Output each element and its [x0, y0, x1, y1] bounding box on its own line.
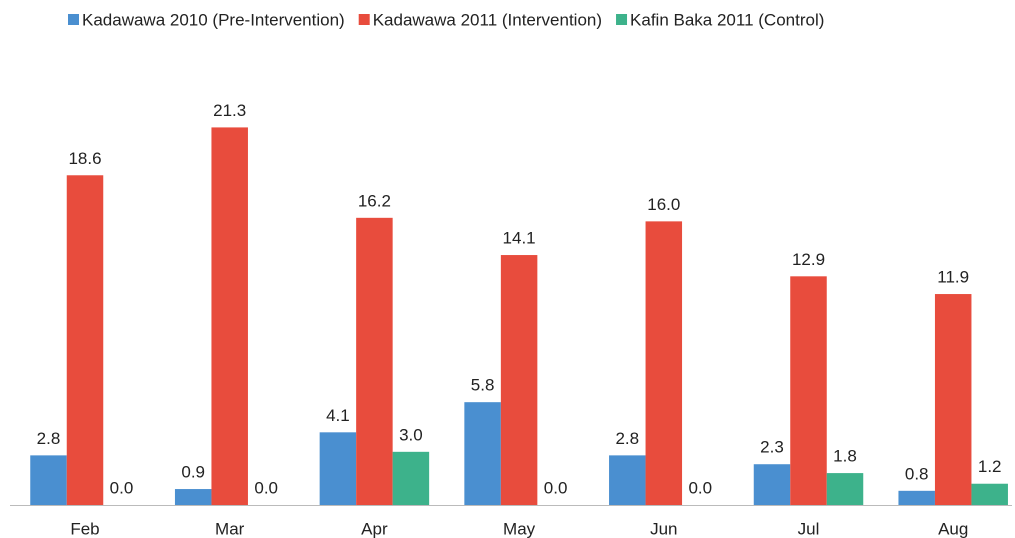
- x-tick-label: Mar: [215, 519, 245, 538]
- legend-swatch: [358, 14, 370, 25]
- bar: [356, 217, 393, 505]
- legend-label: Kadawawa 2011 (Intervention): [373, 10, 602, 29]
- bar: [464, 402, 501, 505]
- value-label: 0.8: [905, 464, 929, 483]
- value-label: 16.2: [358, 191, 391, 210]
- bar: [66, 175, 104, 506]
- legend-label: Kafin Baka 2011 (Control): [630, 10, 824, 29]
- legend-swatch: [68, 14, 79, 25]
- bar: [790, 276, 827, 505]
- x-tick-label: Jul: [798, 519, 820, 538]
- value-label: 0.0: [544, 478, 568, 497]
- value-label: 3.0: [399, 425, 423, 444]
- value-label: 12.9: [792, 250, 825, 269]
- legend-swatch: [616, 14, 628, 25]
- bar: [898, 490, 935, 505]
- bar: [971, 483, 1008, 505]
- value-label: 18.6: [68, 149, 101, 168]
- x-tick-label: May: [503, 519, 536, 538]
- bar: [500, 255, 538, 505]
- value-label: 21.3: [213, 101, 246, 120]
- value-label: 0.0: [110, 478, 134, 497]
- x-tick-label: Apr: [361, 519, 388, 538]
- value-label: 14.1: [503, 229, 536, 248]
- value-label: 1.8: [833, 447, 857, 466]
- value-label: 1.2: [978, 457, 1002, 476]
- x-tick-label: Jun: [650, 519, 677, 538]
- x-tick-label: Aug: [938, 519, 968, 538]
- value-label: 11.9: [937, 268, 969, 287]
- value-label: 5.8: [471, 376, 495, 395]
- bar: [753, 464, 791, 505]
- x-tick-label: Feb: [70, 519, 99, 538]
- value-label: 0.0: [688, 478, 712, 497]
- value-label: 16.0: [647, 195, 680, 214]
- value-label: 2.8: [615, 429, 639, 448]
- bar: [392, 451, 430, 505]
- value-label: 2.3: [760, 438, 784, 457]
- value-label: 4.1: [326, 406, 350, 425]
- bar: [609, 455, 646, 505]
- value-label: 0.9: [181, 463, 205, 482]
- value-label: 0.0: [254, 478, 278, 497]
- legend-label: Kadawawa 2010 (Pre-Intervention): [82, 10, 345, 29]
- bar: [30, 455, 67, 505]
- bar: [645, 221, 683, 505]
- bar: [826, 473, 864, 505]
- bar: [319, 432, 357, 505]
- bar: [934, 294, 972, 505]
- bar: [211, 127, 248, 505]
- value-label: 2.8: [37, 429, 61, 448]
- bar: [174, 489, 212, 505]
